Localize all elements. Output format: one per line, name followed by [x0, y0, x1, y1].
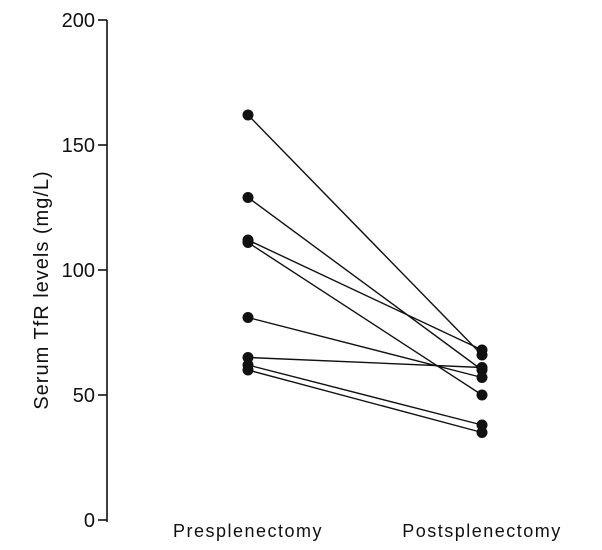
y-tick-label: 100 — [62, 260, 95, 282]
data-point — [476, 389, 488, 401]
series-line — [247, 196, 483, 371]
y-tick-label: 0 — [84, 510, 95, 532]
x-category-label: Presplenectomy — [173, 521, 323, 541]
series-line — [247, 364, 483, 426]
series-line — [247, 316, 483, 379]
data-point — [242, 109, 254, 121]
y-axis-title: Serum TfR levels (mg/L) — [31, 170, 53, 409]
data-point — [476, 427, 488, 438]
series-line — [247, 241, 483, 396]
data-point — [242, 312, 254, 323]
data-point — [476, 372, 488, 383]
series-line — [247, 114, 483, 356]
series-line — [247, 356, 483, 369]
x-category-label: Postsplenectomy — [402, 521, 562, 541]
series-line — [247, 369, 483, 434]
data-point — [242, 364, 254, 376]
data-point — [476, 362, 488, 373]
series-lines — [247, 114, 483, 434]
data-point — [242, 237, 254, 248]
y-tick-label: 200 — [62, 10, 95, 32]
labels: Presplenectomy Postsplenectomy Serum TfR l… — [31, 170, 562, 541]
y-tick-label: 50 — [73, 385, 95, 407]
series-line — [247, 239, 483, 351]
y-ticks: 0 50 100 150 200 — [62, 10, 107, 532]
series-points — [242, 109, 488, 438]
data-point — [242, 192, 254, 203]
data-point — [476, 344, 488, 356]
y-tick-label: 150 — [62, 135, 95, 157]
